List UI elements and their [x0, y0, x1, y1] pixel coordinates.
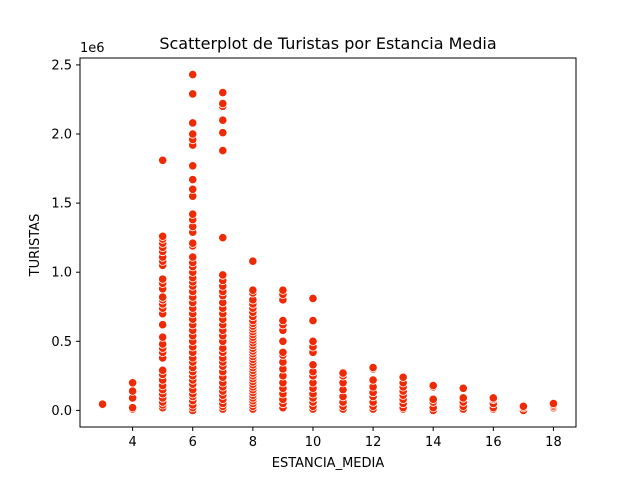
- data-point: [458, 393, 468, 403]
- data-point: [188, 89, 198, 99]
- data-point: [368, 375, 378, 385]
- data-point: [158, 320, 168, 330]
- y-axis-title: TURISTAS: [28, 214, 43, 278]
- data-point: [188, 175, 198, 185]
- y-tick-label: 2.0: [51, 128, 72, 143]
- data-point: [248, 285, 258, 295]
- data-point: [308, 293, 318, 304]
- data-point: [188, 129, 198, 139]
- x-tick-label: 10: [305, 435, 322, 450]
- data-point: [188, 161, 198, 171]
- y-tick-label: 1.5: [51, 197, 72, 212]
- data-point: [278, 347, 288, 357]
- data-point: [158, 274, 168, 284]
- data-point: [278, 336, 288, 346]
- data-point: [308, 336, 318, 346]
- data-point: [368, 362, 378, 373]
- data-point: [218, 115, 228, 125]
- data-point: [308, 315, 318, 326]
- data-point: [218, 270, 228, 280]
- data-point: [338, 368, 348, 378]
- data-point: [548, 398, 559, 409]
- x-axis-title: ESTANCIA_MEDIA: [272, 456, 385, 471]
- data-point: [428, 394, 438, 404]
- data-point: [158, 155, 168, 165]
- data-point: [218, 99, 228, 109]
- y-tick-label: 2.5: [51, 58, 72, 73]
- data-point: [278, 285, 288, 295]
- data-points: [97, 69, 559, 416]
- x-tick-label: 16: [485, 435, 502, 450]
- y-tick-label: 1.0: [51, 266, 72, 281]
- data-point: [308, 360, 318, 370]
- data-point: [188, 209, 198, 219]
- data-point: [97, 399, 108, 409]
- data-point: [188, 184, 198, 194]
- x-tick-label: 8: [249, 435, 257, 450]
- axis-ticks: 4 6 8 10 12 14 16 18 0.0 0.5 1.0 1.5 2.0 2.5: [51, 58, 561, 450]
- x-tick-label: 12: [365, 435, 382, 450]
- data-point: [488, 393, 498, 403]
- data-point: [398, 372, 408, 382]
- data-point: [518, 401, 528, 411]
- data-point: [128, 386, 138, 396]
- data-point: [188, 69, 198, 80]
- data-point: [218, 128, 228, 138]
- chart-title: Scatterplot de Turistas por Estancia Med…: [159, 34, 496, 53]
- x-tick-label: 4: [128, 435, 136, 450]
- y-tick-label: 0.0: [51, 404, 72, 419]
- data-point: [218, 87, 228, 98]
- data-point: [218, 233, 228, 243]
- data-point: [128, 378, 138, 388]
- data-point: [188, 118, 198, 128]
- y-offset-label: 1e6: [80, 41, 105, 56]
- data-point: [158, 292, 168, 302]
- data-point: [248, 256, 258, 266]
- data-point: [278, 315, 288, 326]
- data-point: [128, 403, 138, 413]
- x-tick-label: 6: [189, 435, 197, 450]
- data-point: [158, 231, 168, 241]
- data-point: [188, 252, 198, 262]
- data-point: [428, 380, 438, 391]
- x-tick-label: 14: [425, 435, 442, 450]
- data-point: [158, 332, 168, 342]
- plot-frame: [79, 57, 577, 428]
- data-point: [188, 238, 198, 248]
- data-point: [458, 383, 468, 393]
- data-point: [158, 365, 168, 375]
- data-point: [218, 146, 228, 156]
- x-tick-label: 18: [545, 435, 562, 450]
- y-tick-label: 0.5: [51, 335, 72, 350]
